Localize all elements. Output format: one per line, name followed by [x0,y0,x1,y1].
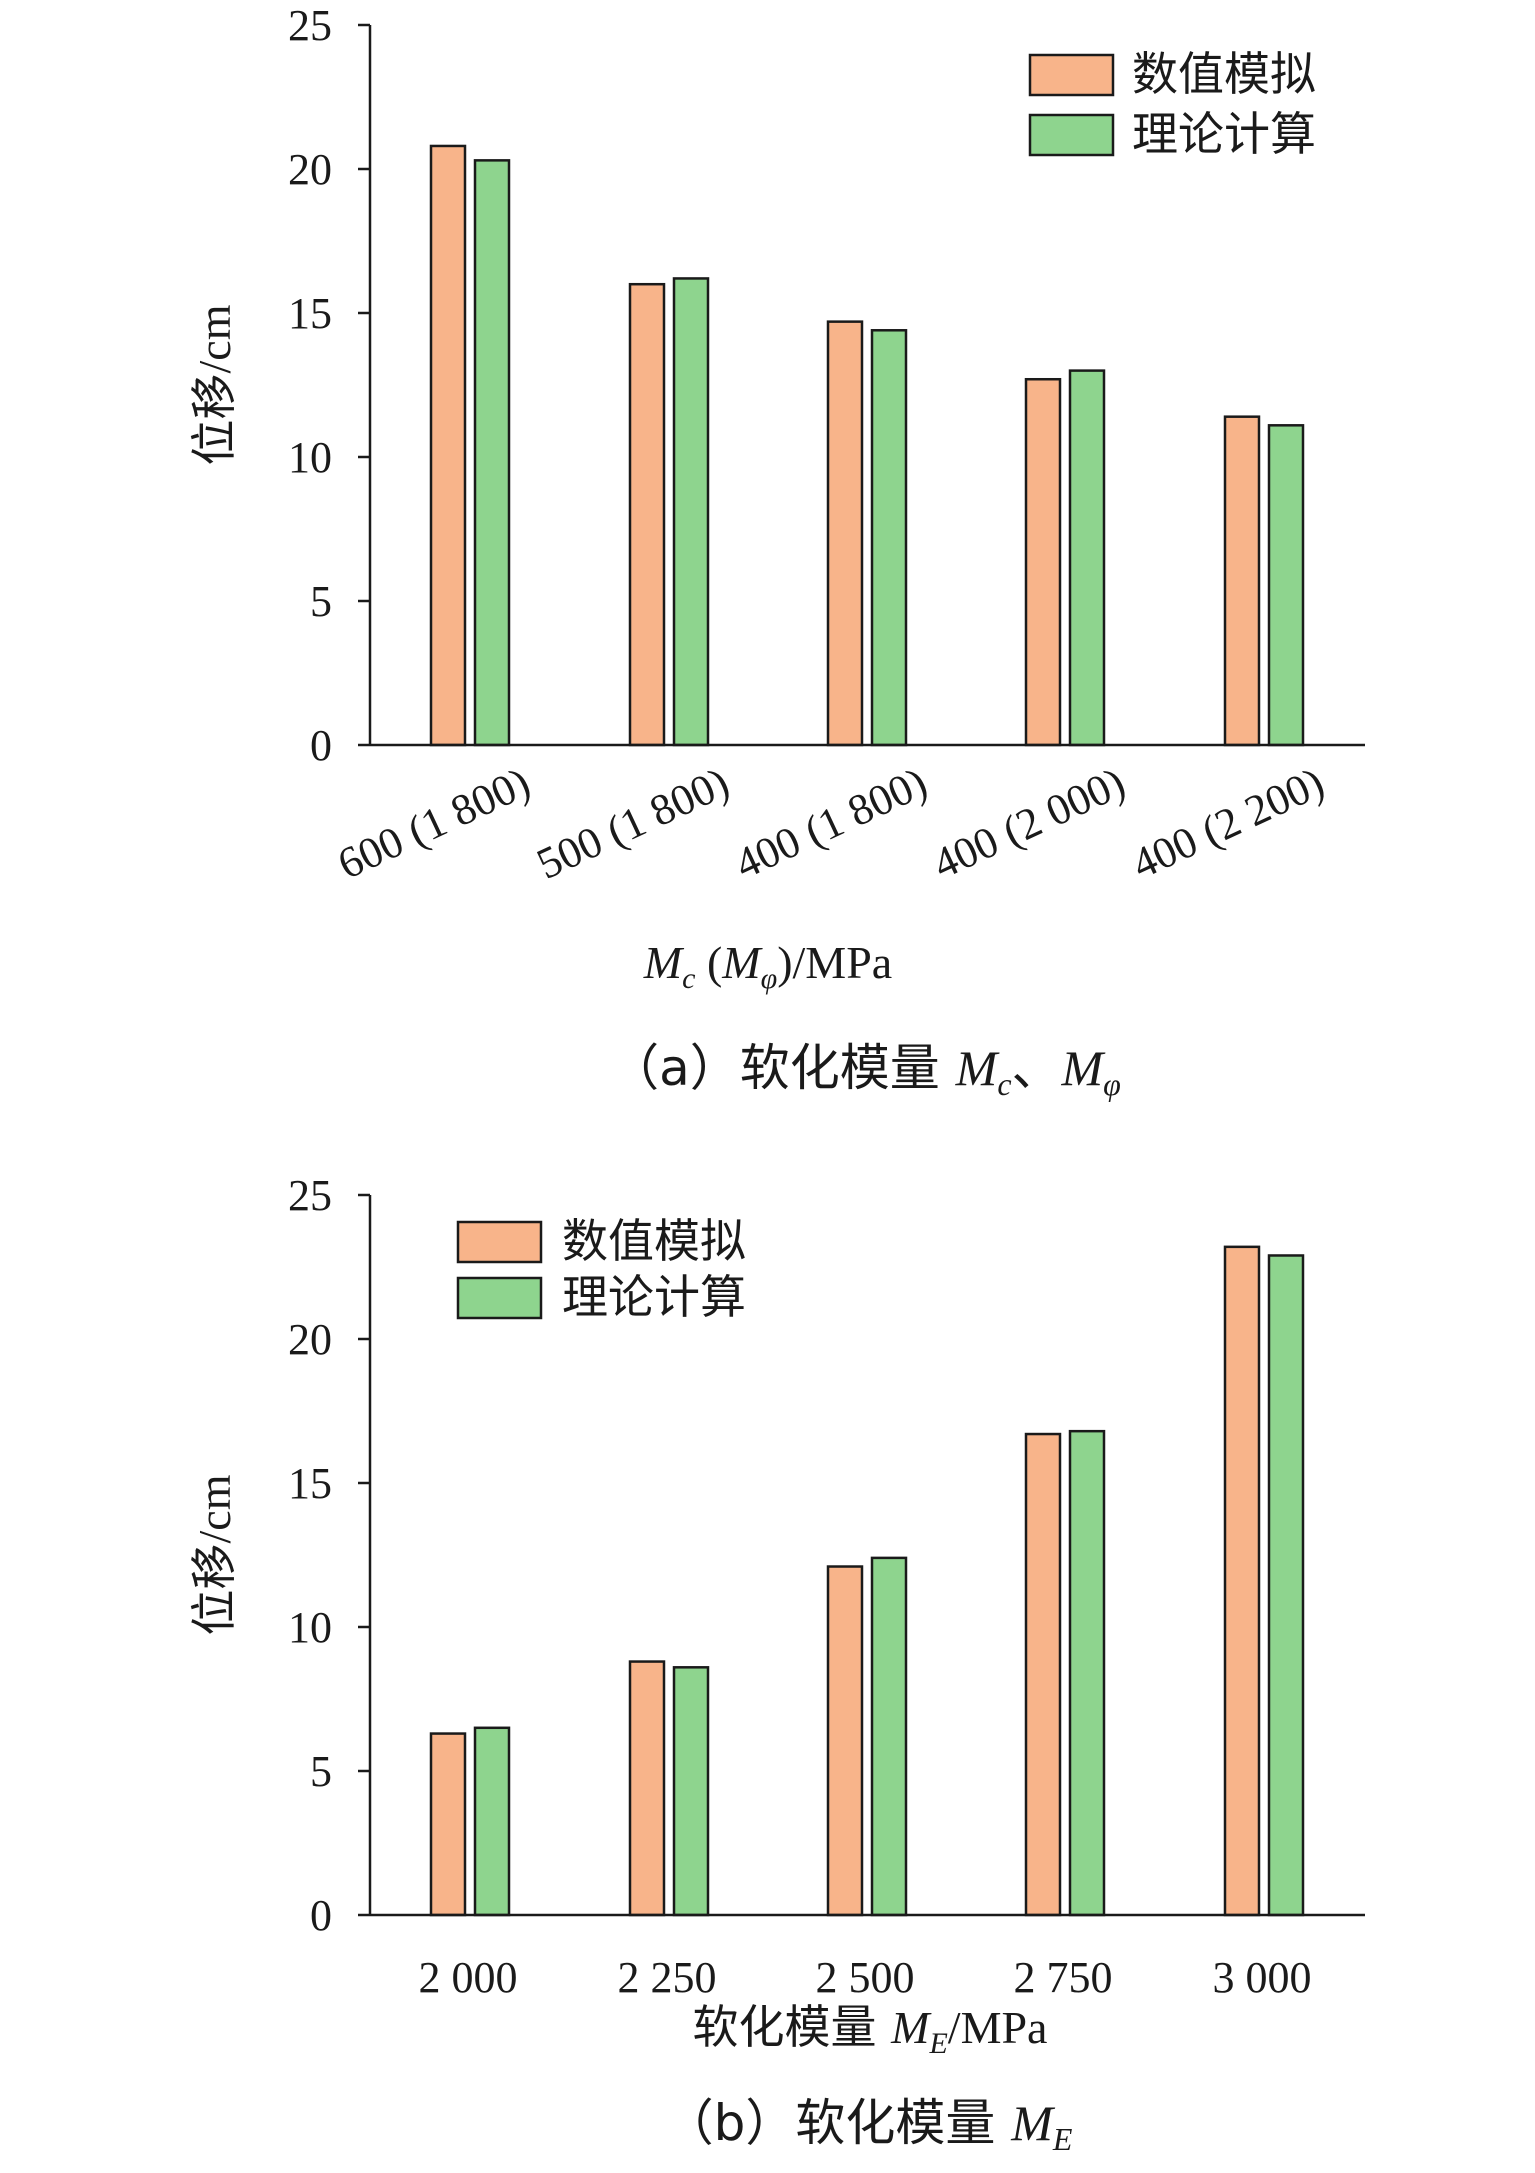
caption-a-sep: 、 [1012,1039,1062,1097]
y-tick-label-b-1: 5 [310,1747,332,1796]
y-tick-label-a-4: 20 [288,145,332,194]
caption-b-m1: M [1010,2095,1055,2151]
bar-b-s0-2 [826,1565,864,1917]
caption-a: （a）软化模量 Mc、Mφ [609,1039,1121,1102]
bar-a-s0-2 [826,320,864,747]
bars-b [429,1245,1305,1917]
x-title-b-prefix: 软化模量 [693,2000,892,2054]
bar-b-s1-2 [870,1556,908,1917]
caption-b-prefix: （b）软化模量 [664,2094,1012,2152]
x-tick-label-a-4: 400 (2 200) [1124,758,1331,889]
legend-a-swatch-theory [1028,113,1115,157]
x-title-a-mid: ( [695,937,722,988]
x-title-b-m1: M [890,2002,932,2053]
x-tick-label-b-4: 3 000 [1213,1953,1312,2002]
y-ticks-b: 0 5 10 15 20 25 [288,1171,370,1940]
x-tick-label-a-0: 600 (1 800) [330,758,537,889]
caption-a-s1: c [997,1066,1011,1102]
legend-b-label-numerical: 数值模拟 [562,1214,746,1268]
y-tick-label-a-1: 5 [310,577,332,626]
bar-a-s1-2 [870,329,908,747]
y-tick-label-a-5: 25 [288,1,332,50]
y-tick-label-a-3: 15 [288,289,332,338]
x-title-b-end: /MPa [948,2002,1048,2053]
bar-a-s0-1 [628,282,666,747]
x-title-a-s2: φ [761,962,778,995]
y-axis-title-b: 位移/cm [189,1474,240,1635]
caption-b: （b）软化模量 ME [664,2094,1073,2157]
x-title-a-end: )/MPa [777,937,892,988]
bar-a-s1-4 [1267,424,1305,747]
x-axis-title-b: 软化模量 ME/MPa [693,2000,1048,2060]
y-tick-label-b-0: 0 [310,1891,332,1940]
bar-a-s1-1 [672,277,710,747]
bar-a-s0-0 [429,144,467,747]
caption-b-s1: E [1052,2121,1073,2157]
x-tick-label-b-0: 2 000 [419,1953,518,2002]
bar-b-s1-1 [672,1666,710,1917]
y-tick-label-a-0: 0 [310,721,332,770]
y-tick-label-a-2: 10 [288,433,332,482]
chart-a: 0 5 10 15 20 25 600 (1 800)500 (1 800)400 (1 … [189,1,1365,1102]
bars-a [429,144,1305,747]
x-tick-label-a-1: 500 (1 800) [529,758,736,889]
x-tick-label-b-1: 2 250 [618,1953,717,2002]
x-axis-title-a: Mc (Mφ)/MPa [643,937,892,995]
bar-b-s1-3 [1068,1429,1106,1917]
y-axis-title-a: 位移/cm [189,304,240,465]
bar-b-s0-0 [429,1732,467,1917]
caption-a-prefix: （a）软化模量 [609,1039,956,1097]
bar-a-s0-4 [1223,415,1261,747]
caption-a-m1: M [955,1040,1000,1096]
bar-b-s0-4 [1223,1245,1261,1917]
legend-a-label-theory: 理论计算 [1132,107,1316,161]
x-title-a-s1: c [682,962,695,995]
bar-a-s1-3 [1068,369,1106,747]
x-title-b-s1: E [928,2027,947,2060]
bar-b-s0-3 [1024,1432,1062,1917]
legend-b-label-theory: 理论计算 [562,1270,746,1324]
y-tick-label-b-3: 15 [288,1459,332,1508]
caption-a-s2: φ [1103,1066,1121,1102]
legend-b-swatch-numerical [456,1220,543,1264]
legend-a-label-numerical: 数值模拟 [1132,47,1316,101]
bar-b-s0-1 [628,1660,666,1917]
y-tick-label-b-2: 10 [288,1603,332,1652]
x-tick-label-a-3: 400 (2 000) [925,758,1132,889]
x-tick-labels-b: 2 000 2 250 2 500 2 750 3 000 [419,1953,1312,2002]
y-tick-label-b-4: 20 [288,1315,332,1364]
legend-a: 数值模拟 理论计算 [1028,47,1316,161]
bar-b-s1-4 [1267,1254,1305,1917]
legend-b: 数值模拟 理论计算 [456,1214,746,1324]
y-ticks-a: 0 5 10 15 20 25 [288,1,370,770]
legend-b-swatch-theory [456,1276,543,1320]
bar-a-s0-3 [1024,377,1062,747]
legend-a-swatch-numerical [1028,53,1115,97]
x-tick-label-b-2: 2 500 [816,1953,915,2002]
x-tick-label-a-2: 400 (1 800) [727,758,934,889]
y-tick-label-b-5: 25 [288,1171,332,1220]
x-tick-labels-a: 600 (1 800)500 (1 800)400 (1 800)400 (2 … [330,758,1331,889]
x-title-a-m2: M [721,937,763,988]
x-title-a-m1: M [643,937,685,988]
caption-a-m2: M [1061,1040,1106,1096]
bar-a-s1-0 [473,159,511,747]
chart-b: 0 5 10 15 20 25 2 000 2 250 2 500 2 750 3 000 位移/… [189,1171,1365,2157]
x-tick-label-b-3: 2 750 [1014,1953,1113,2002]
bar-b-s1-0 [473,1726,511,1917]
